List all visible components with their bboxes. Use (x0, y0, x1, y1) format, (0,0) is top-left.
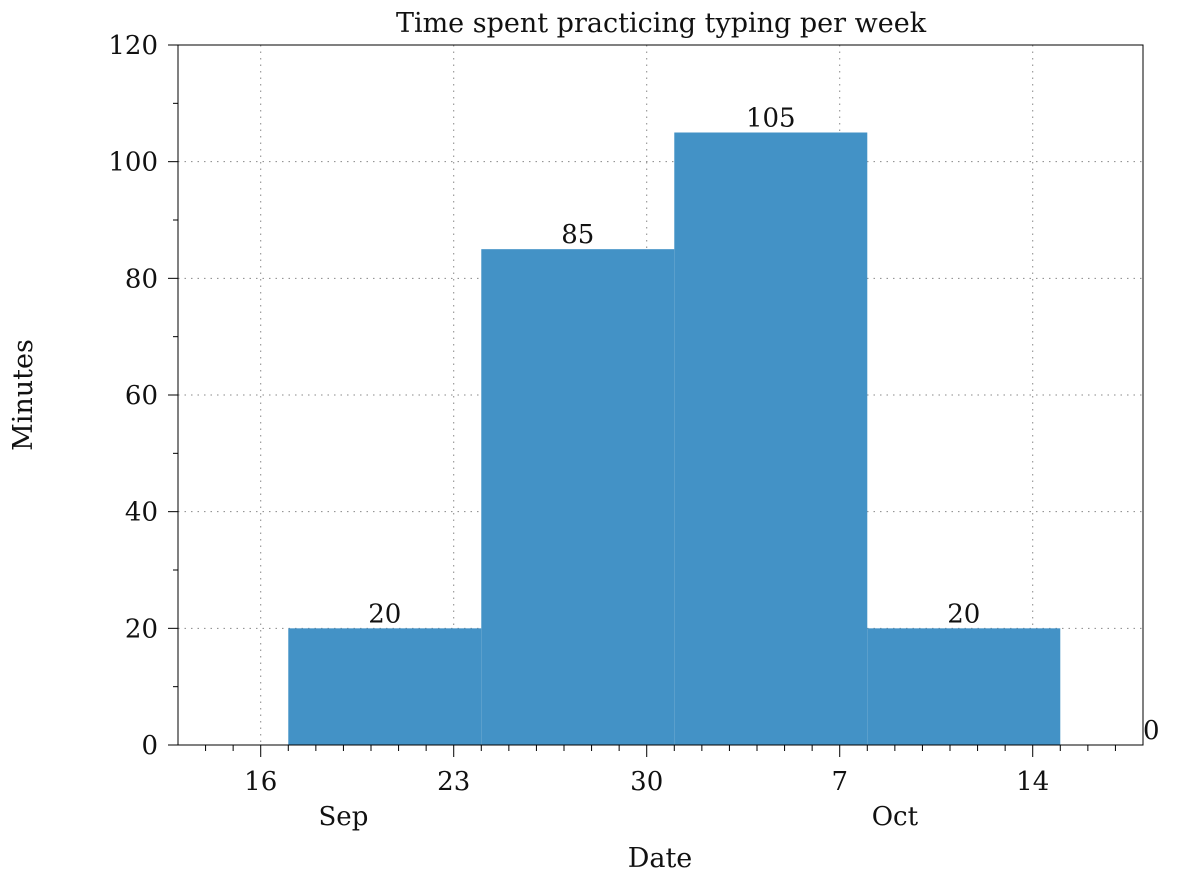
bar-1 (481, 249, 675, 745)
bar-3 (867, 628, 1061, 745)
bar-2 (674, 132, 868, 745)
y-tick-label-0: 0 (141, 731, 158, 761)
x-axis-label: Date (628, 843, 693, 874)
y-tick-label-4: 80 (125, 264, 158, 294)
x-tick-label-3: 7 (831, 767, 848, 797)
month-label-1: Oct (872, 802, 919, 832)
tick-labels: 0 20 40 60 80 100 120 16 23 30 7 14 Sep Oct (108, 31, 1049, 832)
bar-label-2: 105 (746, 104, 796, 134)
bars (288, 132, 1061, 745)
month-label-0: Sep (319, 802, 369, 832)
y-tick-label-2: 40 (125, 498, 158, 528)
bar-group (288, 132, 1061, 745)
x-tick-label-2: 30 (630, 767, 663, 797)
bar-labels: 20 85 105 20 0 (368, 104, 1159, 747)
y-tick-label-5: 100 (108, 148, 158, 178)
x-tick-label-4: 14 (1016, 767, 1049, 797)
bar-label-3: 20 (947, 599, 980, 629)
bar-0 (288, 628, 482, 745)
y-tick-label-6: 120 (108, 31, 158, 61)
bar-label-4: 0 (1143, 716, 1160, 746)
y-axis-label: Minutes (8, 339, 39, 451)
bar-label-0: 20 (368, 599, 401, 629)
axis-ticks (168, 44, 1116, 757)
bar-label-1: 85 (561, 220, 594, 250)
chart-title: Time spent practicing typing per week (396, 8, 927, 39)
y-tick-label-1: 20 (125, 614, 158, 644)
x-tick-label-1: 23 (437, 767, 470, 797)
y-tick-label-3: 60 (125, 381, 158, 411)
x-tick-label-0: 16 (244, 767, 277, 797)
